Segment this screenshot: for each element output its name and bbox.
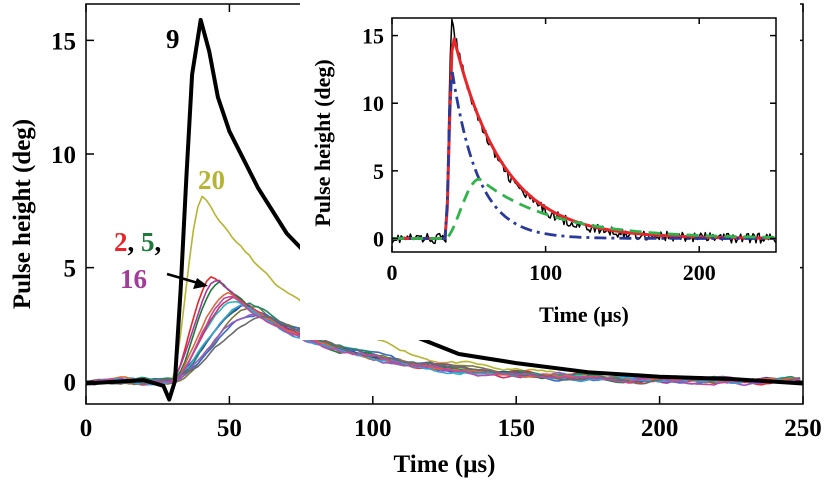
inset-y-tick-label: 10 [362,91,384,116]
inset-series-line-slow-component [392,177,775,240]
inset-x-axis-label: Time (μs) [539,302,629,327]
annotation-comma: , [155,227,162,257]
inset-plot-frame [391,17,777,253]
annotation-label-16: 16 [120,264,147,294]
main-x-tick-label: 0 [80,415,93,442]
main-series-line-trace-14 [85,295,801,386]
annotation-label-5: 5 [141,227,155,257]
annotation-label-2: 2 [114,227,128,257]
annotation-label-2-5: 2, 5, [114,227,161,257]
annotation-label-9: 9 [166,24,180,54]
annotation-label-20: 20 [198,165,225,195]
annotation-arrow-shaft [166,272,199,285]
inset-y-tick-label: 15 [362,24,384,49]
main-x-tick-label: 150 [497,415,535,442]
main-x-tick-label: 200 [641,415,679,442]
main-y-tick-label: 0 [64,369,77,396]
annotation-arrow-head [193,278,208,289]
main-annotations: 9 20 2, 5, 16 [114,24,225,294]
inset-x-tick-label: 200 [683,260,716,285]
main-x-tick-label: 50 [217,415,242,442]
main-x-tick-label: 100 [354,415,392,442]
inset-x-tick-label: 0 [387,260,398,285]
inset-y-tick-label: 0 [373,226,384,251]
inset-series-group [391,18,777,245]
main-series-group [85,17,804,402]
inset-chart: 0 100 200 0 5 10 15 Time (μs) Pulse height (de… [300,2,800,340]
main-y-tick-label: 10 [51,142,76,169]
main-y-tick-label: 5 [64,256,77,283]
main-series-line-9 [85,17,804,402]
main-y-axis-label: Pulse height (deg) [9,119,36,309]
inset-background [300,2,800,340]
inset-y-tick-label: 5 [373,159,384,184]
inset-ticks: 0 100 200 0 5 10 15 [362,18,776,285]
main-x-axis-label: Time (μs) [394,451,496,478]
main-x-tick-label: 250 [784,415,822,442]
inset-x-tick-label: 100 [529,260,562,285]
main-y-tick-label: 15 [51,28,76,55]
annotation-comma: , [128,227,142,257]
inset-y-axis-label: Pulse height (deg) [310,59,335,226]
